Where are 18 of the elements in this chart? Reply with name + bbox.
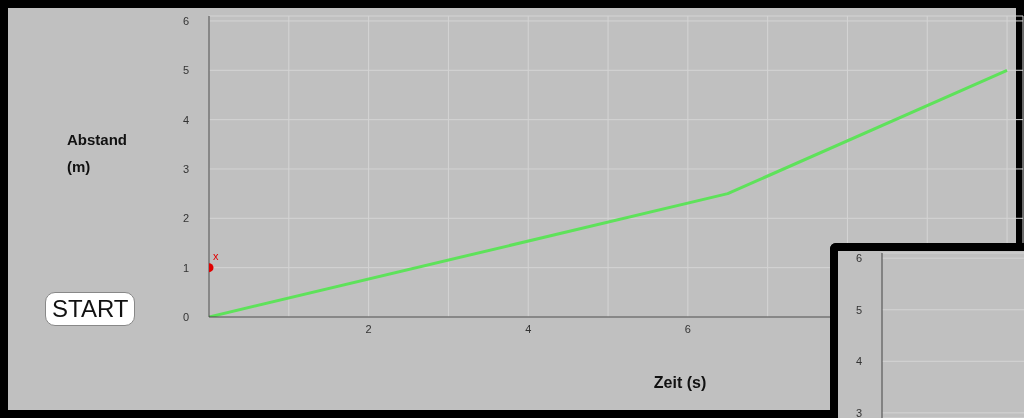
y-tick-label: 3	[855, 406, 862, 418]
x-tick-label: 4	[525, 322, 532, 335]
annotation: x	[213, 249, 219, 262]
start-button: START	[45, 292, 136, 326]
y-axis-title: Abstand (m)	[67, 130, 128, 177]
y-tick-label: 4	[182, 113, 189, 126]
y-tick-label: 0	[182, 310, 189, 323]
x-tick-label: 6	[684, 322, 691, 335]
x-axis-title: Zeit (s)	[652, 374, 708, 392]
y-tick-label: 3	[182, 162, 189, 175]
y-tick-label: 5	[182, 64, 189, 77]
y-tick-label: 2	[182, 212, 189, 225]
x-tick-label: 2	[365, 322, 372, 335]
y-tick-label: 6	[855, 252, 862, 265]
y-tick-label: 4	[855, 355, 862, 368]
y-tick-label: 6	[182, 14, 189, 27]
y-tick-label: 1	[182, 261, 189, 274]
y-tick-label: 5	[855, 303, 862, 316]
